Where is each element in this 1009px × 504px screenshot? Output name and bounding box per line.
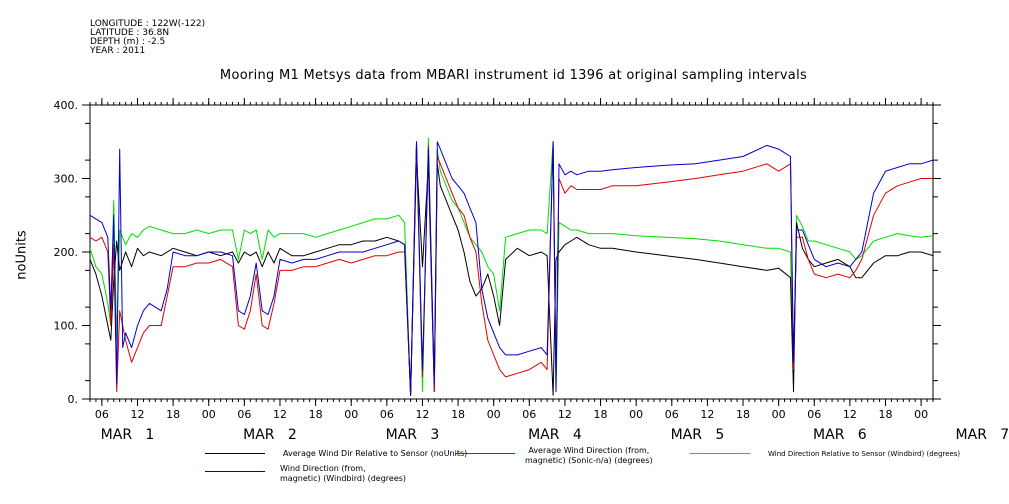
latitude-text: LATITUDE : 36.8N	[90, 28, 170, 38]
x-tick-label: 06	[522, 408, 536, 421]
legend-swatch-blue	[205, 471, 265, 472]
x-tick-label: 12	[558, 408, 572, 421]
x-day-label: MAR 2	[243, 427, 297, 443]
x-tick-label: 00	[629, 408, 643, 421]
x-tick-label: 18	[594, 408, 608, 421]
legend-label-blue: Wind Direction (from, magnetic) (Windbir…	[280, 464, 406, 484]
series-line-1	[90, 141, 933, 396]
legend-swatch-red	[455, 453, 515, 454]
y-tick-label: 100.	[54, 320, 79, 333]
series-line-0	[90, 156, 933, 396]
x-tick-label: 12	[273, 408, 287, 421]
x-tick-label: 00	[344, 408, 358, 421]
x-day-label: MAR 6	[813, 427, 867, 443]
x-day-label: MAR 7	[956, 427, 1009, 443]
legend-label-black: Average Wind Dir Relative to Sensor (noU…	[283, 449, 468, 458]
x-tick-label: 00	[202, 408, 216, 421]
x-tick-label: 18	[309, 408, 323, 421]
y-tick-label: 400.	[54, 99, 79, 112]
chart-title: Mooring M1 Metsys data from MBARI instru…	[219, 68, 808, 83]
legend-label-red-line1: Average Wind Direction (from,	[528, 446, 650, 455]
legend-swatch-black	[205, 453, 265, 454]
legend-label-green: Wind Direction Relative to Sensor (Windb…	[768, 450, 961, 458]
x-tick-label: 00	[772, 408, 786, 421]
x-tick-label: 12	[415, 408, 429, 421]
legend-swatch-green	[690, 453, 750, 454]
x-tick-label: 06	[237, 408, 251, 421]
legend-label-blue-line1: Wind Direction (from,	[280, 464, 366, 473]
legend-label-red-line2: magnetic) (Sonic-n/a) (degrees)	[525, 456, 653, 465]
legend-label-red: Average Wind Direction (from, magnetic) …	[525, 446, 653, 466]
x-day-label: MAR 5	[671, 427, 725, 443]
x-tick-label: 06	[665, 408, 679, 421]
y-tick-label: 300.	[54, 173, 79, 186]
x-tick-label: 12	[843, 408, 857, 421]
series-group	[90, 137, 933, 396]
x-tick-label: 00	[487, 408, 501, 421]
x-tick-label: 18	[166, 408, 180, 421]
series-line-2	[90, 137, 933, 396]
x-tick-label: 12	[130, 408, 144, 421]
series-line-3	[90, 141, 933, 396]
x-tick-label: 18	[736, 408, 750, 421]
longitude-text: LONGITUDE : 122W(-122)	[90, 19, 206, 29]
y-tick-label: 200.	[54, 246, 79, 259]
x-tick-label: 06	[807, 408, 821, 421]
x-tick-label: 00	[914, 408, 928, 421]
x-tick-label: 06	[95, 408, 109, 421]
x-day-label: MAR 3	[386, 427, 440, 443]
year-text: YEAR : 2011	[90, 46, 146, 56]
depth-text: DEPTH (m) : -2.5	[90, 37, 166, 47]
x-day-label: MAR 1	[101, 427, 155, 443]
metadata-block: LONGITUDE : 122W(-122) LATITUDE : 36.8N …	[90, 20, 205, 56]
x-day-label: MAR 4	[528, 427, 582, 443]
legend-label-blue-line2: magnetic) (Windbird) (degrees)	[280, 474, 407, 483]
x-tick-label: 18	[451, 408, 465, 421]
x-tick-label: 06	[380, 408, 394, 421]
x-tick-label: 12	[700, 408, 714, 421]
y-tick-label: 0.	[68, 393, 79, 406]
x-tick-label: 18	[879, 408, 893, 421]
